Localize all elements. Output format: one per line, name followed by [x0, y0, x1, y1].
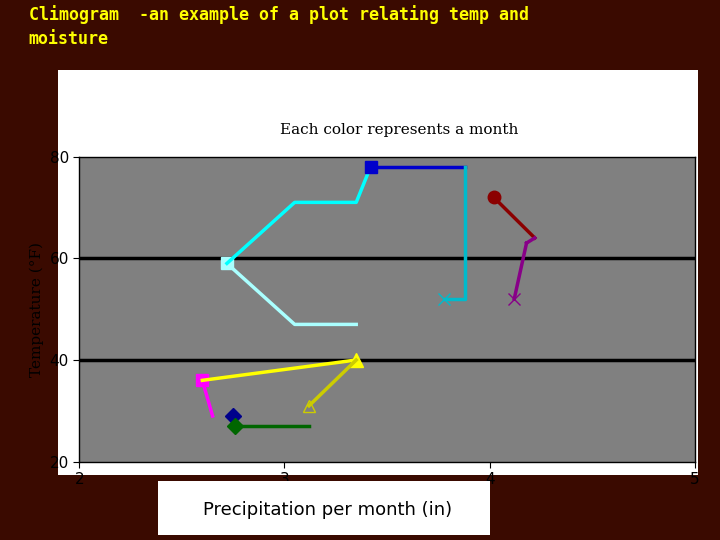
Text: Precipitation per month (in): Precipitation per month (in)	[203, 501, 452, 519]
Text: Each color represents a month: Each color represents a month	[280, 123, 519, 137]
Y-axis label: Temperature (°F): Temperature (°F)	[30, 242, 44, 377]
Text: Climogram  -an example of a plot relating temp and
moisture: Climogram -an example of a plot relating…	[29, 5, 528, 48]
